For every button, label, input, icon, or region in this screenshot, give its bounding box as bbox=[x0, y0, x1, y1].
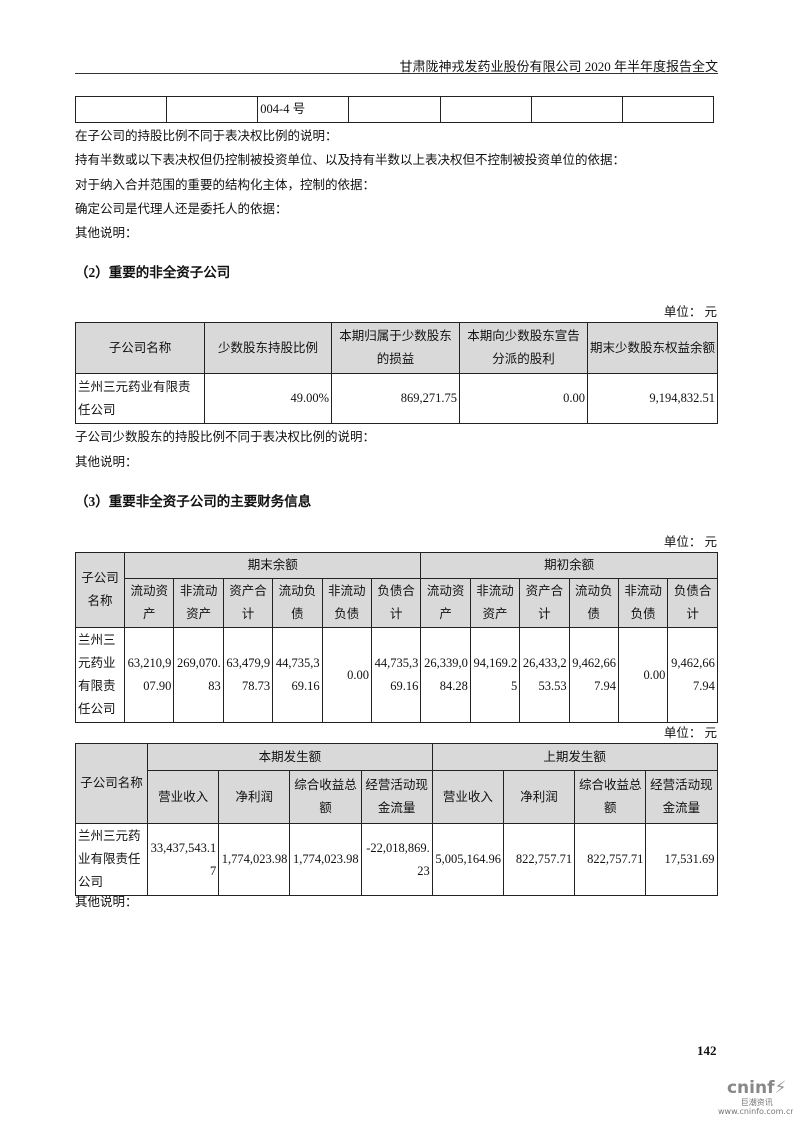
table-cell: 94,169.25 bbox=[469, 627, 521, 723]
balance-table: 子公司名称 期末余额 期初余额 流动资产 非流动资产 资产合计 流动负债 非流动负债 负债合计… bbox=[75, 552, 718, 723]
table-cell: 63,210,907.90 bbox=[123, 627, 175, 723]
table-cell: 822,757.71 bbox=[574, 823, 647, 896]
column-header: 营业收入 bbox=[146, 770, 220, 824]
column-header: 综合收益总额 bbox=[289, 770, 362, 824]
row-name: 兰州三元药业有限责任公司 bbox=[75, 627, 125, 723]
table-cell: 44,735,369.16 bbox=[370, 627, 422, 723]
table-cell: 兰州三元药业有限责任公司 bbox=[75, 373, 205, 424]
table-cell bbox=[348, 96, 441, 123]
income-table: 子公司名称 本期发生额 上期发生额 营业收入 净利润 综合收益总额 经营活动现金流量 营业收… bbox=[75, 743, 718, 896]
table-cell: 49.00% bbox=[204, 373, 332, 424]
column-header: 净利润 bbox=[502, 770, 576, 824]
table-cell: 44,735,369.16 bbox=[272, 627, 323, 723]
note-line: 确定公司是代理人还是委托人的依据： bbox=[75, 201, 288, 216]
column-header: 负债合计 bbox=[667, 578, 718, 628]
column-header: 资产合计 bbox=[519, 578, 570, 628]
table-cell: 9,194,832.51 bbox=[587, 373, 718, 424]
column-header: 子公司名称 bbox=[75, 322, 205, 374]
note-line: 其他说明： bbox=[75, 226, 138, 241]
column-header: 流动负债 bbox=[568, 578, 619, 628]
table-cell: 26,339,084.28 bbox=[420, 627, 471, 723]
column-header: 经营活动现金流量 bbox=[360, 770, 433, 824]
table-cell bbox=[439, 96, 532, 123]
table-cell: 63,479,978.73 bbox=[222, 627, 274, 723]
table-cell: 33,437,543.17 bbox=[146, 823, 220, 896]
cninfo-logo: cninf⚡ 巨潮资讯 www.cninfo.com.cn bbox=[718, 1078, 793, 1116]
column-header: 营业收入 bbox=[431, 770, 504, 824]
table-cell bbox=[74, 96, 168, 123]
column-header: 非流动资产 bbox=[469, 578, 521, 628]
table-cell bbox=[166, 96, 259, 123]
note: 子公司少数股东的持股比例不同于表决权比例的说明： bbox=[75, 430, 376, 444]
table-cell: 269,070.83 bbox=[173, 627, 224, 723]
column-header: 流动资产 bbox=[420, 578, 471, 628]
table-cell: 822,757.71 bbox=[502, 823, 576, 896]
page-header: 甘肃陇神戎发药业股份有限公司 2020 年半年度报告全文 bbox=[399, 59, 718, 74]
table-cell: 17,531.69 bbox=[645, 823, 718, 896]
table-cell: 9,462,667.94 bbox=[568, 627, 619, 723]
group-header: 期末余额 bbox=[123, 552, 422, 579]
unit-label: 单位： 元 bbox=[663, 305, 717, 319]
column-header: 非流动资产 bbox=[173, 578, 224, 628]
note: 其他说明： bbox=[75, 455, 138, 469]
table-cell: 1,774,023.98 bbox=[289, 823, 362, 896]
header-rule bbox=[75, 73, 718, 74]
column-header: 少数股东持股比例 bbox=[204, 322, 332, 374]
column-header: 期末少数股东权益余额 bbox=[587, 322, 718, 374]
table-cell: 0.00 bbox=[459, 373, 588, 424]
column-header: 流动资产 bbox=[123, 578, 175, 628]
table-cell: 0.00 bbox=[617, 627, 669, 723]
column-header: 经营活动现金流量 bbox=[645, 770, 718, 824]
table-cell: 26,433,253.53 bbox=[519, 627, 570, 723]
column-header: 负债合计 bbox=[370, 578, 422, 628]
table-cell: 004-4 号 bbox=[257, 96, 350, 123]
table-cell: 5,005,164.96 bbox=[431, 823, 504, 896]
group-header: 期初余额 bbox=[420, 552, 718, 579]
page-number: 142 bbox=[697, 1043, 717, 1058]
table-cell: -22,018,869.23 bbox=[360, 823, 433, 896]
section-2-title: （2）重要的非全资子公司 bbox=[75, 265, 231, 280]
note-line: 在子公司的持股比例不同于表决权比例的说明： bbox=[75, 129, 338, 143]
table-cell bbox=[530, 96, 623, 123]
table-cell bbox=[621, 96, 715, 123]
group-header: 本期发生额 bbox=[147, 743, 433, 771]
non-wholly-owned-table: 子公司名称 少数股东持股比例 本期归属于少数股东的损益 本期向少数股东宣告分派的股利期… bbox=[75, 322, 718, 424]
section-3-title: （3）重要非全资子公司的主要财务信息 bbox=[75, 494, 312, 509]
column-header: 资产合计 bbox=[222, 578, 274, 628]
table-cell: 0.00 bbox=[321, 627, 372, 723]
unit-label: 单位： 元 bbox=[663, 726, 717, 740]
table-cell: 869,271.75 bbox=[331, 373, 460, 424]
column-header: 非流动负债 bbox=[617, 578, 669, 628]
column-header: 非流动负债 bbox=[321, 578, 372, 628]
note-line: 持有半数或以下表决权但仍控制被投资单位、以及持有半数以上表决权但不控制被投资单位… bbox=[75, 153, 626, 168]
column-header: 子公司名称 bbox=[75, 552, 125, 628]
column-header: 综合收益总额 bbox=[574, 770, 647, 824]
table-cell: 9,462,667.94 bbox=[667, 627, 718, 723]
column-header: 净利润 bbox=[218, 770, 291, 824]
row-name: 兰州三元药业有限责任公司 bbox=[75, 823, 148, 896]
other-note: 其他说明： bbox=[75, 895, 138, 909]
unit-label: 单位： 元 bbox=[663, 535, 717, 549]
note-line: 对于纳入合并范围的重要的结构化主体，控制的依据： bbox=[75, 177, 376, 192]
top-table-fragment: 004-4 号 bbox=[74, 96, 715, 123]
column-header: 子公司名称 bbox=[75, 743, 148, 824]
group-header: 上期发生额 bbox=[431, 743, 718, 771]
column-header: 流动负债 bbox=[272, 578, 323, 628]
column-header: 本期归属于少数股东的损益 bbox=[331, 322, 460, 374]
column-header: 本期向少数股东宣告分派的股利 bbox=[459, 322, 588, 374]
table-cell: 1,774,023.98 bbox=[218, 823, 291, 896]
